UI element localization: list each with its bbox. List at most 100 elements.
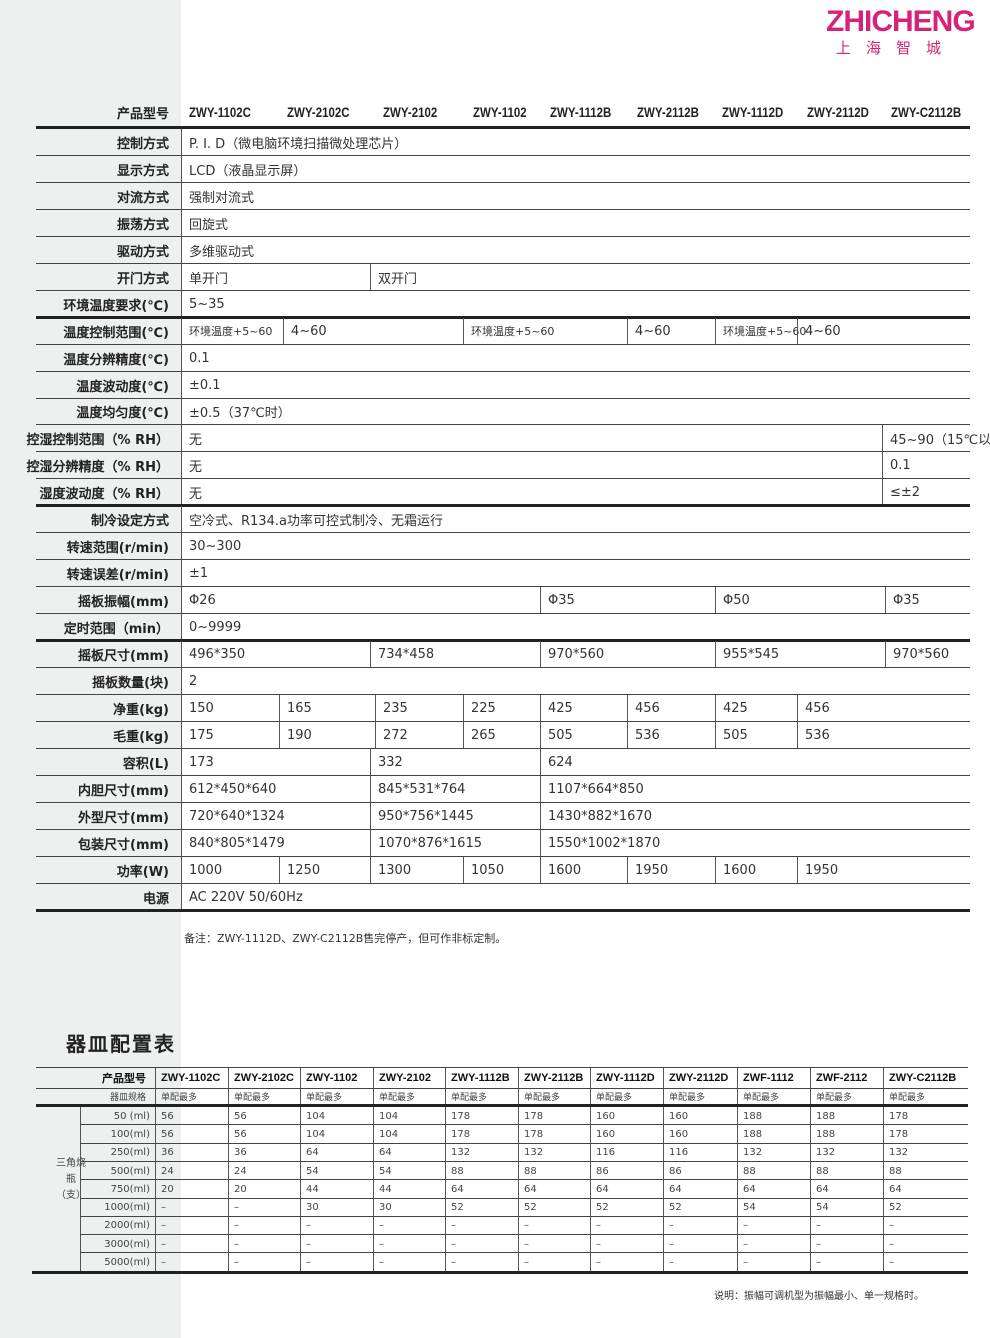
- model-header: ZWY-1102: [473, 104, 527, 120]
- value-cell: –: [306, 1220, 311, 1232]
- value-cell: 116: [596, 1147, 616, 1159]
- cell-divider: [375, 694, 376, 722]
- row-label: 控制方式: [116, 136, 169, 152]
- cell-divider: [540, 829, 541, 857]
- value-cell: –: [596, 1238, 601, 1250]
- value-cell: 64: [816, 1183, 829, 1195]
- value-cell: –: [161, 1238, 166, 1250]
- value-cell: –: [816, 1220, 821, 1232]
- cell-divider: [540, 775, 541, 803]
- vessel-table-title: 器皿配置表: [66, 1032, 176, 1056]
- label-divider: [181, 344, 182, 372]
- row-divider: [36, 882, 970, 884]
- cell-divider: [279, 721, 280, 749]
- value-cell: 64: [669, 1183, 682, 1195]
- value-cell: 265: [471, 727, 496, 743]
- size-label: 1000(ml): [104, 1202, 150, 1214]
- row-divider: [36, 559, 970, 561]
- cell-divider: [370, 802, 371, 830]
- value-cell: 425: [723, 700, 748, 716]
- label-divider: [181, 560, 182, 588]
- value-cell: 612*450*640: [189, 781, 277, 797]
- cell-divider: [463, 856, 464, 884]
- value-cell: 132: [524, 1147, 544, 1159]
- value-cell: 无: [189, 460, 203, 476]
- row-label: 对流方式: [116, 190, 169, 206]
- row-divider: [36, 586, 970, 588]
- value-cell: 1430*882*1670: [548, 808, 652, 824]
- value-cell: 0.1: [189, 350, 210, 366]
- value-cell: –: [524, 1238, 529, 1250]
- value-cell: –: [161, 1202, 166, 1214]
- row-divider: [36, 908, 970, 912]
- value-cell: 空冷式、R134.a功率可控式制冷、无霜运行: [189, 514, 443, 530]
- value-cell: 无: [189, 433, 203, 449]
- col-divider: [445, 1068, 446, 1272]
- cell-divider: [370, 263, 371, 291]
- value-cell: ±0.5（37℃时）: [189, 406, 291, 422]
- label-divider: [181, 452, 182, 480]
- value-cell: –: [306, 1257, 311, 1269]
- row-divider: [80, 1234, 968, 1236]
- value-cell: 88: [889, 1165, 902, 1177]
- label-divider: [181, 425, 182, 453]
- value-cell: 88: [816, 1165, 829, 1177]
- col-divider: [373, 1068, 374, 1272]
- value-cell: 178: [524, 1128, 544, 1140]
- cell-divider: [797, 694, 798, 722]
- model-header: ZWY-2112B: [637, 104, 699, 120]
- size-label: 5000(ml): [104, 1257, 150, 1269]
- value-cell: 30: [379, 1202, 392, 1214]
- row-divider: [36, 801, 970, 803]
- value-cell: –: [669, 1238, 674, 1250]
- model-header: ZWY-2112B: [524, 1072, 584, 1084]
- cell-divider: [797, 721, 798, 749]
- value-cell: –: [743, 1220, 748, 1232]
- value-cell: 88: [524, 1165, 537, 1177]
- value-cell: 36: [161, 1147, 174, 1159]
- divider: [36, 126, 970, 129]
- value-cell: 0.1: [890, 458, 911, 474]
- value-cell: 132: [889, 1147, 909, 1159]
- cell-divider: [627, 856, 628, 884]
- value-cell: 1600: [548, 862, 582, 878]
- value-cell: –: [234, 1202, 239, 1214]
- model-header: ZWF-2112: [816, 1072, 868, 1084]
- cell-divider: [540, 587, 541, 615]
- value-cell: –: [889, 1220, 894, 1232]
- value-cell: 20: [234, 1183, 247, 1195]
- row-label: 驱动方式: [116, 244, 169, 260]
- value-cell: 64: [379, 1147, 392, 1159]
- value-cell: 36: [234, 1147, 247, 1159]
- cell-divider: [885, 641, 886, 668]
- model-header: ZWY-1112B: [451, 1072, 510, 1084]
- value-cell: –: [596, 1220, 601, 1232]
- row-divider: [80, 1197, 968, 1199]
- value-cell: 456: [805, 700, 830, 716]
- model-header: ZWY-1112B: [550, 104, 612, 120]
- value-cell: 178: [451, 1110, 471, 1122]
- model-header: ZWY-2112D: [669, 1072, 729, 1084]
- sub-label: 单配最多: [596, 1092, 633, 1103]
- col-divider: [737, 1068, 738, 1272]
- label-divider: [181, 479, 182, 507]
- value-cell: 536: [805, 727, 830, 743]
- value-cell: 188: [816, 1128, 836, 1140]
- value-cell: 2: [189, 673, 198, 689]
- row-divider: [36, 613, 970, 615]
- value-cell: 环境温度+5~60: [189, 325, 273, 339]
- model-header: ZWY-1102C: [161, 1072, 221, 1084]
- row-divider: [36, 343, 970, 345]
- value-cell: 56: [234, 1110, 247, 1122]
- cell-divider: [540, 694, 541, 722]
- label-divider: [181, 317, 182, 345]
- label-divider: [181, 883, 182, 911]
- value-cell: ±1: [189, 566, 209, 582]
- cell-divider: [283, 317, 284, 345]
- label-divider: [181, 506, 182, 534]
- row-divider: [36, 828, 970, 830]
- value-cell: 单开门: [189, 271, 229, 287]
- cell-divider: [715, 641, 716, 668]
- value-cell: 173: [189, 754, 214, 770]
- cell-divider: [715, 856, 716, 884]
